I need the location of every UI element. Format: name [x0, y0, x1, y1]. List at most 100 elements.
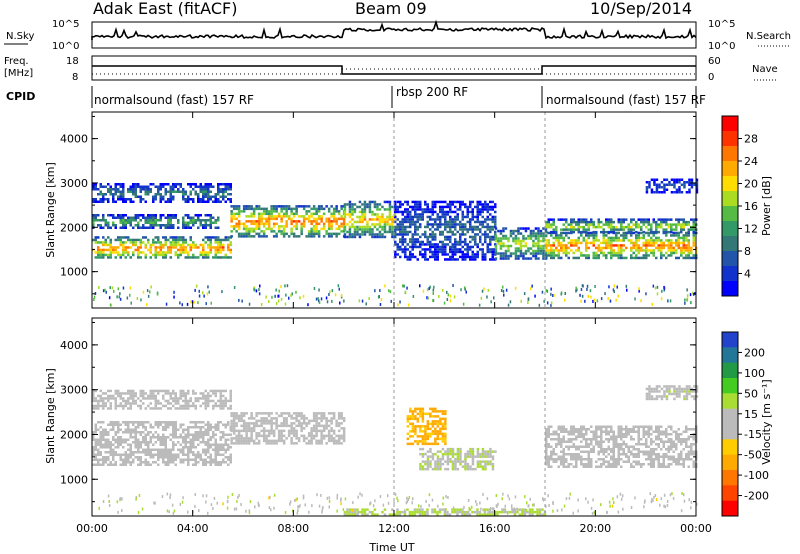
echo-cell	[127, 443, 130, 446]
echo-cell	[272, 207, 276, 211]
echo-cell	[444, 412, 447, 416]
scatter-cell	[607, 297, 609, 301]
echo-cell	[361, 208, 364, 211]
echo-cell	[119, 183, 122, 186]
echo-cell	[172, 431, 175, 434]
echo-cell	[441, 440, 445, 443]
echo-cell	[182, 216, 185, 219]
echo-cell	[252, 235, 256, 238]
echo-cell	[265, 412, 268, 415]
echo-cell	[391, 223, 394, 226]
echo-cell	[363, 215, 367, 219]
echo-cell	[189, 421, 192, 424]
echo-cell	[655, 241, 658, 245]
echo-cell	[97, 438, 100, 441]
echo-cell	[242, 210, 246, 213]
echo-cell	[545, 453, 548, 456]
echo-cell	[461, 233, 464, 236]
echo-cell	[562, 251, 565, 255]
echo-cell	[227, 236, 230, 239]
echo-cell	[169, 438, 172, 441]
echo-cell	[677, 244, 680, 247]
echo-cell	[154, 436, 157, 439]
echo-cell	[229, 446, 232, 449]
echo-cell	[280, 210, 283, 213]
echo-cell	[507, 237, 510, 240]
echo-cell	[577, 458, 580, 461]
echo-cell	[419, 465, 422, 468]
echo-cell	[491, 238, 494, 241]
echo-cell	[157, 451, 160, 454]
echo-cell	[600, 220, 603, 224]
echo-cell	[572, 430, 575, 433]
echo-cell	[237, 437, 241, 440]
echo-cell	[441, 205, 444, 209]
echo-cell	[137, 446, 140, 449]
echo-cell	[439, 430, 442, 433]
echo-cell	[315, 424, 318, 428]
echo-cell	[224, 443, 227, 446]
echo-cell	[481, 205, 484, 209]
echo-cell	[222, 195, 225, 198]
echo-cell	[209, 183, 212, 186]
echo-cell	[147, 248, 150, 252]
echo-cell	[615, 244, 618, 247]
echo-cell	[262, 422, 266, 425]
echo-cell	[441, 412, 445, 416]
echo-cell	[605, 239, 608, 242]
echo-cell	[182, 226, 185, 229]
echo-cell	[207, 188, 210, 191]
echo-cell	[214, 219, 217, 222]
echo-cell	[575, 445, 578, 448]
echo-cell	[224, 397, 227, 400]
echo-cell	[695, 191, 699, 194]
echo-cell	[102, 421, 105, 424]
echo-cell	[672, 231, 675, 235]
echo-cell	[162, 246, 165, 249]
echo-cell	[305, 437, 308, 440]
echo-cell	[159, 253, 162, 257]
echo-cell	[655, 228, 658, 231]
scatter-cell	[449, 294, 452, 298]
echo-cell	[337, 217, 341, 221]
echo-cell	[197, 397, 200, 400]
echo-cell	[164, 224, 167, 227]
echo-cell	[575, 465, 578, 468]
echo-cell	[182, 441, 185, 444]
echo-cell	[204, 431, 207, 434]
echo-cell	[164, 461, 167, 464]
echo-cell	[92, 188, 95, 191]
echo-cell	[112, 453, 115, 456]
echo-cell	[184, 248, 187, 252]
echo-cell	[124, 402, 127, 405]
echo-cell	[600, 246, 603, 250]
echo-cell	[471, 460, 475, 463]
echo-cell	[247, 424, 251, 428]
echo-cell	[560, 450, 563, 453]
echo-cell	[305, 235, 308, 238]
echo-cell	[204, 443, 207, 446]
echo-cell	[189, 438, 192, 441]
echo-cell	[142, 423, 145, 426]
echo-cell	[335, 439, 338, 443]
echo-cell	[117, 453, 120, 456]
echo-cell	[547, 433, 550, 436]
echo-cell	[378, 235, 382, 239]
echo-cell	[104, 198, 107, 201]
echo-cell	[104, 221, 107, 224]
echo-cell	[177, 397, 180, 400]
echo-cell	[152, 433, 155, 436]
echo-cell	[122, 253, 125, 257]
echo-cell	[189, 458, 192, 461]
echo-cell	[587, 241, 590, 245]
echo-cell	[290, 422, 293, 425]
scatter-cell	[338, 287, 340, 291]
echo-cell	[419, 205, 422, 209]
echo-cell	[204, 219, 207, 222]
echo-cell	[464, 460, 467, 463]
echo-cell	[162, 236, 165, 239]
echo-cell	[635, 230, 638, 234]
echo-cell	[662, 220, 665, 224]
echo-cell	[312, 217, 316, 221]
echo-cell	[235, 217, 238, 221]
